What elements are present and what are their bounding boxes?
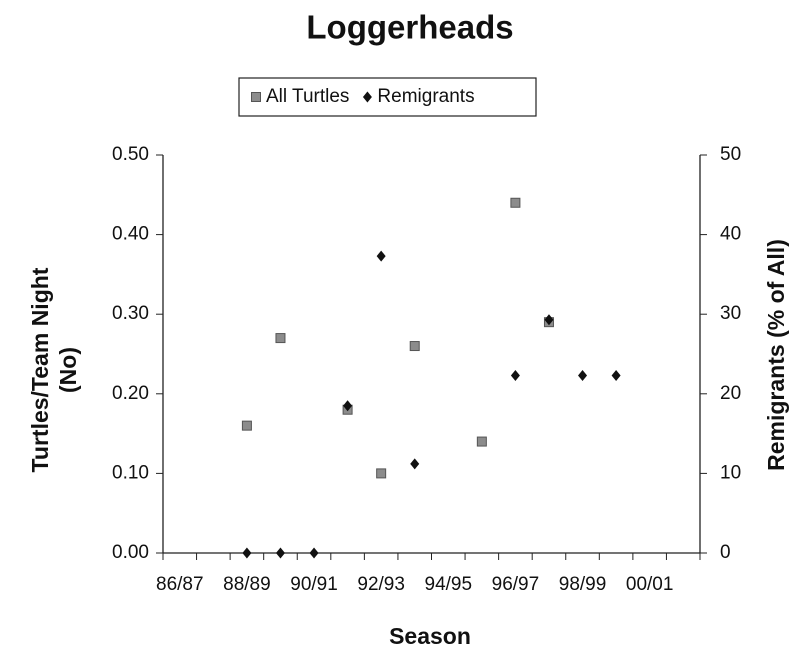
y2-tick-label: 10 <box>720 462 741 483</box>
x-tick-label: 90/91 <box>290 574 338 595</box>
chart-title: Loggerheads <box>306 9 513 46</box>
point <box>476 436 487 447</box>
legend-marker <box>362 91 372 103</box>
x-tick-label: 98/99 <box>559 574 607 595</box>
x-tick-label: 88/89 <box>223 574 271 595</box>
x-tick-label: 94/95 <box>425 574 473 595</box>
point <box>242 547 252 559</box>
legend-marker <box>251 92 261 102</box>
y-tick-label: 0.30 <box>112 303 149 324</box>
y2-tick-label: 50 <box>720 144 741 165</box>
x-tick-label: 96/97 <box>492 574 540 595</box>
y2-tick-label: 40 <box>720 224 741 245</box>
legend-label: Remigrants <box>377 86 474 107</box>
legend-label: All Turtles <box>266 86 349 107</box>
y2-tick-label: 30 <box>720 303 741 324</box>
y2-tick-label: 0 <box>720 542 731 563</box>
point <box>410 458 420 470</box>
y-tick-label: 0.10 <box>112 462 149 483</box>
point <box>275 547 285 559</box>
y-tick-label: 0.40 <box>112 224 149 245</box>
y-axis-label: Turtles/Team Night <box>27 267 53 472</box>
point <box>510 369 520 381</box>
y-tick-label: 0.20 <box>112 383 149 404</box>
legend-box <box>238 77 537 117</box>
point <box>376 468 387 479</box>
x-tick-label: 86/87 <box>156 574 204 595</box>
point <box>409 341 420 352</box>
y-axis-label: (No) <box>55 347 81 393</box>
point <box>544 314 554 326</box>
point <box>309 547 319 559</box>
point <box>510 197 521 208</box>
x-tick-label: 00/01 <box>626 574 674 595</box>
x-axis-label: Season <box>389 623 471 649</box>
y-tick-label: 0.50 <box>112 144 149 165</box>
point <box>241 420 252 431</box>
point <box>275 333 286 344</box>
y2-axis-label: Remigrants (% of All) <box>763 239 789 471</box>
point <box>343 400 353 412</box>
point <box>578 369 588 381</box>
x-tick-label: 92/93 <box>357 574 405 595</box>
y2-tick-label: 20 <box>720 383 741 404</box>
point <box>611 369 621 381</box>
y-tick-label: 0.00 <box>112 542 149 563</box>
point <box>376 250 386 262</box>
